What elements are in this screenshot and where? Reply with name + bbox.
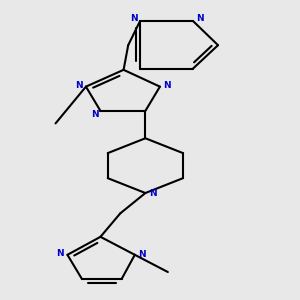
Text: N: N xyxy=(164,81,171,90)
Text: N: N xyxy=(149,188,157,197)
Text: N: N xyxy=(138,250,146,259)
Text: N: N xyxy=(75,81,82,90)
Text: N: N xyxy=(91,110,99,119)
Text: N: N xyxy=(196,14,203,23)
Text: N: N xyxy=(56,249,64,258)
Text: N: N xyxy=(130,14,137,23)
